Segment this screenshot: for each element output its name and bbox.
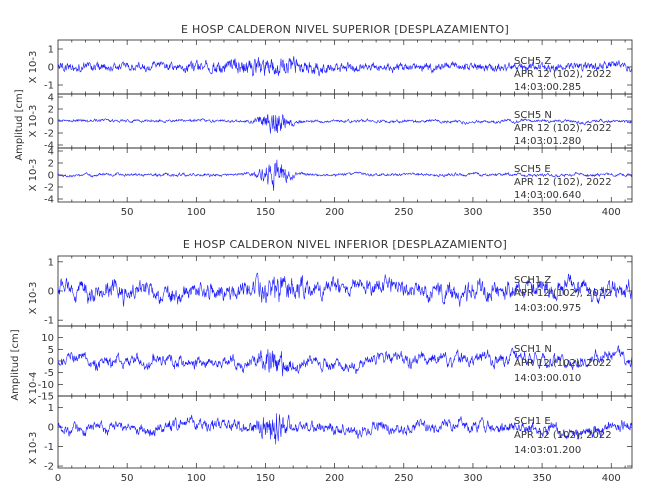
panel-sch1-e-frame bbox=[57, 395, 633, 469]
y-tick-label: -1 bbox=[44, 316, 54, 327]
chart-inferior-ylabel: Amplitud [cm] bbox=[10, 329, 21, 400]
panel-sch1-e-time: 14:03:01.200 bbox=[514, 445, 581, 456]
panel-sch5-n-station: SCH5 N bbox=[514, 110, 552, 121]
panel-sch1-e-scale-label: X 10-3 bbox=[28, 432, 39, 465]
panel-sch1-e-trace bbox=[57, 413, 633, 445]
panel-sch5-e-trace bbox=[57, 159, 633, 191]
y-tick-label: -5 bbox=[44, 368, 54, 379]
panel-sch5-z-station: SCH5 Z bbox=[514, 56, 551, 67]
chart-inferior-x-axis: 0 50 100 150 200 250 300 350 400 bbox=[55, 473, 621, 484]
x-tick-label: 250 bbox=[394, 207, 413, 218]
y-tick-label: -1 bbox=[44, 81, 54, 92]
x-tick-label: 350 bbox=[533, 473, 552, 484]
panel-sch1-e-station: SCH1 E bbox=[514, 416, 551, 427]
y-tick-label: -4 bbox=[44, 195, 54, 206]
y-tick-label: -10 bbox=[38, 380, 54, 391]
y-tick-label: 2 bbox=[48, 159, 54, 170]
panel-sch5-z-time: 14:03:00.285 bbox=[514, 82, 581, 93]
panel-sch1-n-trace bbox=[57, 345, 633, 377]
panel-sch1-n-time: 14:03:00.010 bbox=[514, 373, 581, 384]
panel-sch1-z-station: SCH1 Z bbox=[514, 275, 551, 286]
y-tick-label: -15 bbox=[38, 392, 54, 403]
panel-sch1-z-ticks: -1 0 1 bbox=[44, 256, 632, 327]
y-tick-label: 0 bbox=[48, 287, 54, 298]
panel-sch1-z-time: 14:03:00.975 bbox=[514, 303, 581, 314]
panel-sch1-z-date: APR 12 (102), 2022 bbox=[514, 288, 612, 299]
x-tick-label: 50 bbox=[121, 207, 134, 218]
chart-superior-ylabel: Amplitud [cm] bbox=[14, 89, 25, 160]
chart-superior-x-axis: 50 100 150 200 250 300 350 400 bbox=[121, 207, 621, 218]
panel-sch5-e-time: 14:03:00.640 bbox=[514, 190, 581, 201]
panel-sch5-n-trace bbox=[57, 113, 633, 134]
chart-inferior-title: E HOSP CALDERON NIVEL INFERIOR [DESPLAZA… bbox=[183, 238, 507, 251]
y-tick-label: -2 bbox=[44, 462, 54, 473]
panel-sch1-z-trace bbox=[57, 272, 633, 307]
y-tick-label: 2 bbox=[48, 105, 54, 116]
x-tick-label: 100 bbox=[187, 207, 206, 218]
x-tick-label: 300 bbox=[463, 207, 482, 218]
panel-sch5-n-date: APR 12 (102), 2022 bbox=[514, 123, 612, 134]
x-tick-label: 400 bbox=[602, 207, 621, 218]
y-tick-label: 10 bbox=[41, 333, 54, 344]
panel-sch1-z-scale-label: X 10-3 bbox=[28, 282, 39, 315]
panel-sch5-z-date: APR 12 (102), 2022 bbox=[514, 69, 612, 80]
y-tick-label: -1 bbox=[44, 442, 54, 453]
y-tick-label: 1 bbox=[48, 45, 54, 56]
x-tick-label: 250 bbox=[394, 473, 413, 484]
chart-superior: E HOSP CALDERON NIVEL SUPERIOR [DESPLAZA… bbox=[14, 23, 633, 218]
panel-sch5-n-time: 14:03:01.280 bbox=[514, 136, 581, 147]
y-tick-label: 0 bbox=[48, 63, 54, 74]
x-tick-label: 400 bbox=[602, 473, 621, 484]
y-tick-label: 1 bbox=[48, 403, 54, 414]
x-tick-label: 150 bbox=[256, 207, 275, 218]
panel-sch1-n-station: SCH1 N bbox=[514, 344, 552, 355]
y-tick-label: 0 bbox=[48, 423, 54, 434]
y-tick-label: 1 bbox=[48, 257, 54, 268]
y-tick-label: -4 bbox=[44, 141, 54, 152]
panel-sch1-e-date: APR 12 (102), 2022 bbox=[514, 430, 612, 441]
panel-sch5-e-date: APR 12 (102), 2022 bbox=[514, 177, 612, 188]
y-tick-label: -2 bbox=[44, 129, 54, 140]
x-tick-label: 0 bbox=[55, 473, 61, 484]
y-tick-label: -2 bbox=[44, 183, 54, 194]
y-tick-label: 0 bbox=[48, 357, 54, 368]
panel-sch5-z-ticks: -1 0 1 bbox=[44, 40, 632, 94]
x-tick-label: 350 bbox=[533, 207, 552, 218]
panel-sch5-n-scale-label: X 10-3 bbox=[28, 105, 39, 138]
panel-sch1-n-date: APR 12 (102), 2022 bbox=[514, 358, 612, 369]
x-tick-label: 200 bbox=[325, 473, 344, 484]
panel-sch1-z: -1 0 1 X 10-3 SCH1 Z APR 12 (102), 2022 14… bbox=[28, 255, 633, 327]
panel-sch1-n-scale-label: X 10-4 bbox=[28, 372, 39, 405]
panel-sch5-z: -1 0 1 X 10-3 SCH5 Z APR 12 (102), 2022 14… bbox=[28, 39, 633, 95]
y-tick-label: 4 bbox=[48, 93, 54, 104]
panel-sch5-z-scale-label: X 10-3 bbox=[28, 51, 39, 84]
x-tick-label: 200 bbox=[325, 207, 344, 218]
x-tick-label: 50 bbox=[121, 473, 134, 484]
y-tick-label: 4 bbox=[48, 147, 54, 158]
x-tick-label: 150 bbox=[256, 473, 275, 484]
panel-sch5-e-station: SCH5 E bbox=[514, 164, 551, 175]
panel-sch1-e-ticks: -2 -1 0 1 bbox=[44, 396, 632, 473]
chart-inferior: E HOSP CALDERON NIVEL INFERIOR [DESPLAZA… bbox=[10, 238, 633, 484]
panel-sch5-e-scale-label: X 10-3 bbox=[28, 159, 39, 192]
chart-superior-title: E HOSP CALDERON NIVEL SUPERIOR [DESPLAZA… bbox=[181, 23, 509, 36]
panel-sch1-e: -2-101 X 10-3 SCH1 E APR 12 (102), 2022 … bbox=[28, 395, 633, 473]
x-tick-label: 100 bbox=[187, 473, 206, 484]
x-tick-label: 300 bbox=[463, 473, 482, 484]
panel-sch5-z-trace bbox=[57, 56, 633, 77]
y-tick-label: 5 bbox=[48, 345, 54, 356]
y-tick-label: 0 bbox=[48, 117, 54, 128]
y-tick-label: 0 bbox=[48, 171, 54, 182]
